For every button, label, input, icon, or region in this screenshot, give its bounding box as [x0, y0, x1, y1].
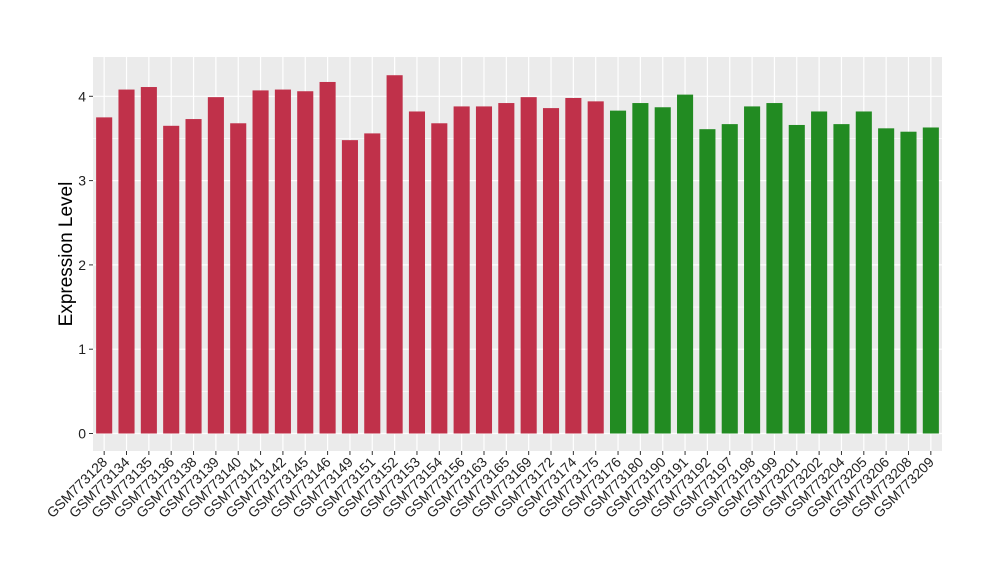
y-axis-title: Expression Level [56, 182, 77, 327]
bar [163, 125, 180, 434]
bar [878, 128, 895, 434]
y-tick-label: 0 [78, 426, 86, 442]
y-tick-label: 4 [78, 88, 86, 104]
bar [475, 106, 493, 434]
bar [297, 91, 314, 434]
bar [900, 131, 917, 434]
bar [96, 117, 113, 434]
bar [721, 124, 738, 434]
bar [565, 97, 582, 434]
x-axis: GSM773128GSM773134GSM773135GSM773136GSM7… [43, 451, 937, 521]
bar [811, 111, 828, 434]
bar [609, 110, 627, 434]
bar [922, 127, 939, 434]
bar [252, 90, 269, 434]
bar [408, 111, 426, 434]
bar [319, 81, 336, 434]
bar [587, 101, 604, 434]
bar [855, 111, 872, 434]
bar [207, 97, 224, 434]
bar [386, 75, 403, 434]
bar [677, 94, 694, 434]
y-axis: 0 1 2 3 4 [78, 88, 93, 442]
bar [632, 103, 649, 434]
y-tick-label: 1 [78, 341, 86, 357]
y-tick-label: 3 [78, 173, 86, 189]
bar [431, 123, 448, 434]
bar [341, 140, 358, 434]
bar [498, 103, 515, 434]
bar [453, 106, 470, 434]
bar [699, 129, 716, 434]
bar [654, 107, 671, 434]
y-tick-label: 2 [78, 257, 86, 273]
bar [520, 97, 537, 434]
bar [744, 106, 761, 434]
bar [230, 123, 247, 434]
bar [364, 133, 381, 434]
bar [788, 124, 805, 434]
bar [274, 89, 291, 434]
bar [833, 124, 850, 434]
bar [542, 108, 560, 434]
bars [96, 75, 939, 434]
bar [185, 119, 202, 434]
bar [140, 87, 157, 434]
bar [766, 103, 783, 434]
bar [118, 89, 135, 434]
